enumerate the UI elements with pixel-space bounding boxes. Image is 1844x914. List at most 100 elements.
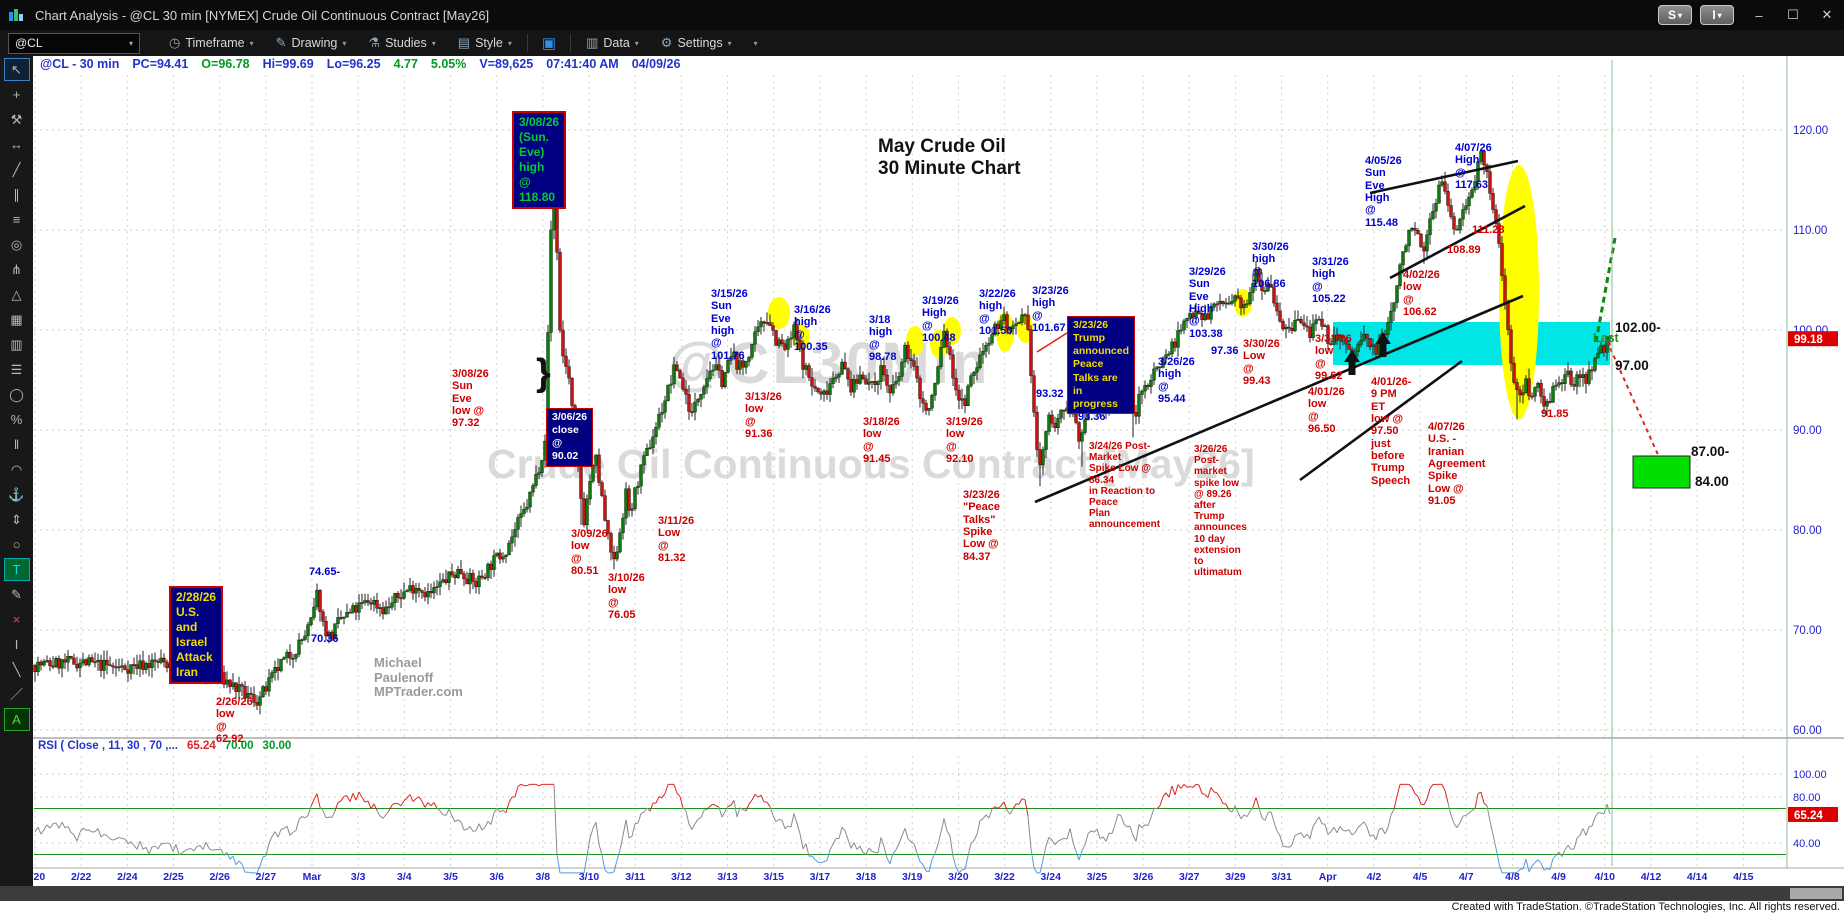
svg-text:70.00: 70.00 xyxy=(1793,625,1822,637)
triangle-tool-icon[interactable]: △ xyxy=(11,287,22,302)
layout-button[interactable]: ▣ xyxy=(541,35,557,52)
settings-icon: ⚙ xyxy=(660,35,673,50)
chevron-down-icon: ▾ xyxy=(431,38,436,48)
date-tick-label: 3/5 xyxy=(443,871,458,883)
horizontal-scrollbar[interactable] xyxy=(0,886,1844,901)
quote-field: V=89,625 xyxy=(479,57,534,71)
date-tick-label: 4/5 xyxy=(1412,871,1428,883)
toolbar-menu-style[interactable]: ▤ Style ▾ xyxy=(447,30,523,56)
studies-label: Studies xyxy=(385,36,427,50)
pointer-tool-icon[interactable]: ↖ xyxy=(3,58,30,81)
date-tick-label: 4/9 xyxy=(1551,871,1566,883)
date-tick-label: 3/13 xyxy=(717,871,738,883)
date-tick-label: 3/24 xyxy=(1040,871,1061,883)
date-tick-label: 4/10 xyxy=(1594,871,1615,883)
svg-text:99.18: 99.18 xyxy=(1794,334,1823,346)
toolbar-menu-settings[interactable]: ⚙ Settings ▾ xyxy=(650,30,743,56)
expand-vertical-tool-icon[interactable]: ⇕ xyxy=(11,512,22,527)
studies-icon: ⚗ xyxy=(368,35,381,50)
date-tick-label: 2/26 xyxy=(209,871,230,883)
style-label: Style xyxy=(475,36,503,50)
chevron-down-icon: ▾ xyxy=(342,38,347,48)
quote-info-line: @CL - 30 min PC=94.41 O=96.78 Hi=99.69 Lo=96… xyxy=(40,57,693,71)
arc-tool-icon[interactable]: ◠ xyxy=(10,462,23,477)
percent-tool-icon[interactable]: % xyxy=(10,412,23,427)
quote-field: Lo=96.25 xyxy=(326,57,381,71)
quote-field: 04/09/26 xyxy=(631,57,681,71)
date-axis: 2/20 2/22 2/24 2/25 2/26 2/27 Mar 3/3 3/4 3/5 3/6 3… xyxy=(0,871,1844,886)
brush-tool-icon[interactable]: ／ xyxy=(9,687,23,702)
drawing-label: Drawing xyxy=(291,36,338,50)
horizontal-lines-tool-icon[interactable]: ☰ xyxy=(10,362,23,377)
callout-box: 2/28/26 U.S. and Israel Attack Iran xyxy=(169,586,224,684)
svg-text:120.00: 120.00 xyxy=(1793,125,1828,137)
quote-field: O=96.78 xyxy=(201,57,250,71)
toolbar-menu-timeframe[interactable]: ◷ Timeframe ▾ xyxy=(158,30,265,56)
svg-text:100.00: 100.00 xyxy=(1793,769,1827,781)
toolbar-menu-data[interactable]: ▥ Data ▾ xyxy=(575,30,650,56)
rsi-study-label: RSI ( Close , 11, 30 , 70 ,... 65.24 70.00… xyxy=(38,740,300,752)
date-tick-label: 4/15 xyxy=(1733,871,1754,883)
minimize-button[interactable]: – xyxy=(1755,7,1763,23)
symbol-input[interactable]: @CL ▾ xyxy=(8,32,140,54)
date-tick-label: 2/25 xyxy=(163,871,184,883)
callout-box: 3/06/26 close @ 90.02 xyxy=(546,408,594,467)
scrollbar-thumb[interactable] xyxy=(1790,888,1842,899)
chevron-down-icon: ▾ xyxy=(507,38,512,48)
eraser-tool-icon[interactable]: × xyxy=(12,612,21,627)
date-tick-label: 4/8 xyxy=(1505,871,1520,883)
fib-circles-tool-icon[interactable]: ◎ xyxy=(10,237,23,252)
grid-tool-icon[interactable]: ▦ xyxy=(10,312,23,327)
toolbar-menu-drawing[interactable]: ✎ Drawing ▾ xyxy=(265,30,358,56)
ellipse-tool-icon[interactable]: ◯ xyxy=(9,387,24,402)
arrows-horizontal-tool-icon[interactable]: ↔ xyxy=(10,137,23,152)
date-tick-label: 2/22 xyxy=(70,871,92,883)
svg-text:60.00: 60.00 xyxy=(1793,725,1822,737)
rsi-label-segment: 65.24 xyxy=(186,740,216,752)
date-tick-label: 2/24 xyxy=(117,871,138,883)
circle-tool-icon[interactable]: ○ xyxy=(12,537,21,552)
data-label: Data xyxy=(603,36,630,50)
toolbar-separator xyxy=(526,34,528,52)
text-tool-icon[interactable]: T xyxy=(3,558,30,581)
quote-field: 07:41:40 AM xyxy=(546,57,619,71)
toolbar-menu-studies[interactable]: ⚗ Studies ▾ xyxy=(357,30,446,56)
svg-text:80.00: 80.00 xyxy=(1793,525,1822,537)
pause-tool-icon[interactable]: ‖ xyxy=(13,437,20,452)
fib-retracement-tool-icon[interactable]: ≡ xyxy=(12,212,21,227)
chart-title-line2: 30 Minute Chart xyxy=(878,158,1021,179)
date-tick-label: 3/10 xyxy=(578,871,600,883)
date-tick-label: 3/22 xyxy=(994,871,1015,883)
note-tool-icon[interactable]: A xyxy=(3,708,30,731)
timeframe-icon: ◷ xyxy=(169,35,181,50)
close-button[interactable]: ✕ xyxy=(1821,7,1833,22)
chevron-down-icon: ▾ xyxy=(634,38,639,48)
pencil-tool-icon[interactable]: ✎ xyxy=(11,587,22,602)
interval-button[interactable]: I ▾ xyxy=(1700,5,1734,25)
parallel-lines-tool-icon[interactable]: ∥ xyxy=(13,187,20,202)
trendline-tool-icon[interactable]: ╱ xyxy=(12,162,21,177)
pitchfork-tool-icon[interactable]: ⋔ xyxy=(11,262,22,277)
date-tick-label: 3/17 xyxy=(809,871,831,883)
date-tick-label: 3/20 xyxy=(948,871,969,883)
date-tick-label: 3/25 xyxy=(1086,871,1108,883)
rsi-label-segment: 30.00 xyxy=(262,740,292,752)
ibeam-tool-icon[interactable]: I xyxy=(14,637,19,652)
volume-profile-tool-icon[interactable]: ▥ xyxy=(10,337,23,352)
marker-tool-icon[interactable]: ╲ xyxy=(12,662,21,677)
toolbar-overflow-button[interactable]: ▾ xyxy=(753,38,758,48)
crosshair-tool-icon[interactable]: + xyxy=(12,87,21,102)
anchor-tool-icon[interactable]: ⚓ xyxy=(8,487,25,502)
maximize-button[interactable]: ☐ xyxy=(1787,7,1799,22)
rsi-label-segment: 70.00 xyxy=(224,740,254,752)
hammer-tool-icon[interactable]: ⚒ xyxy=(10,112,23,127)
session-button[interactable]: S ▾ xyxy=(1658,5,1692,25)
drawing-icon: ✎ xyxy=(275,35,287,50)
chevron-down-icon: ▾ xyxy=(727,38,732,48)
date-tick-label: 4/12 xyxy=(1640,871,1662,883)
quote-field: 4.77 xyxy=(393,57,418,71)
date-tick-label: 3/8 xyxy=(535,871,551,883)
date-tick-label: Mar xyxy=(302,871,322,883)
date-tick-label: 3/27 xyxy=(1179,871,1200,883)
